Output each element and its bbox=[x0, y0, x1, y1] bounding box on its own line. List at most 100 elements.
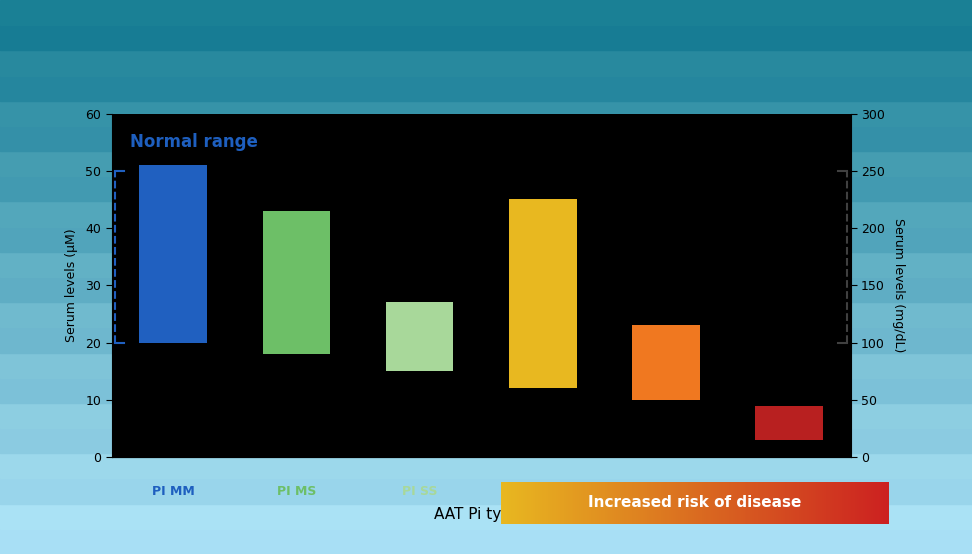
Bar bbox=[841, 482, 843, 524]
Bar bbox=[726, 482, 728, 524]
Text: Normal range: Normal range bbox=[130, 133, 259, 151]
Bar bbox=[637, 482, 639, 524]
Bar bbox=[872, 482, 874, 524]
Bar bbox=[819, 482, 821, 524]
Bar bbox=[569, 482, 571, 524]
Bar bbox=[625, 482, 627, 524]
Bar bbox=[615, 482, 617, 524]
Bar bbox=[611, 482, 613, 524]
Bar bbox=[0, 126, 972, 151]
Bar bbox=[0, 378, 972, 403]
Bar bbox=[806, 482, 808, 524]
Bar bbox=[777, 482, 779, 524]
Bar bbox=[712, 482, 714, 524]
Bar bbox=[697, 482, 699, 524]
Bar bbox=[646, 482, 648, 524]
Bar bbox=[539, 482, 541, 524]
Bar bbox=[0, 479, 972, 504]
Bar bbox=[691, 482, 693, 524]
Bar bbox=[761, 482, 763, 524]
Bar bbox=[773, 482, 775, 524]
Bar bbox=[829, 482, 831, 524]
Bar bbox=[747, 482, 749, 524]
Bar bbox=[827, 482, 829, 524]
Bar bbox=[796, 482, 798, 524]
Bar bbox=[627, 482, 629, 524]
Text: PI SS: PI SS bbox=[401, 485, 437, 497]
Bar bbox=[730, 482, 732, 524]
Bar bbox=[804, 482, 806, 524]
Bar bbox=[514, 482, 516, 524]
Bar bbox=[693, 482, 695, 524]
Bar bbox=[814, 482, 816, 524]
Bar bbox=[887, 482, 889, 524]
Bar bbox=[503, 482, 504, 524]
Bar bbox=[0, 403, 972, 428]
Bar bbox=[847, 482, 849, 524]
Bar bbox=[549, 482, 551, 524]
Bar bbox=[718, 482, 720, 524]
Bar bbox=[784, 482, 786, 524]
Bar bbox=[0, 428, 972, 453]
Bar bbox=[563, 482, 565, 524]
Bar bbox=[705, 482, 707, 524]
Y-axis label: Serum levels (mg/dL): Serum levels (mg/dL) bbox=[891, 218, 905, 352]
Bar bbox=[695, 482, 697, 524]
Bar bbox=[526, 482, 528, 524]
Bar bbox=[885, 482, 887, 524]
Bar bbox=[845, 482, 847, 524]
Bar bbox=[654, 482, 656, 524]
Bar bbox=[685, 482, 687, 524]
Bar bbox=[633, 482, 635, 524]
Bar bbox=[837, 482, 839, 524]
Bar bbox=[573, 482, 574, 524]
Bar bbox=[632, 325, 700, 400]
Bar bbox=[0, 327, 972, 352]
Bar bbox=[518, 482, 520, 524]
Bar bbox=[732, 482, 734, 524]
Bar bbox=[621, 482, 623, 524]
Bar bbox=[631, 482, 633, 524]
Bar bbox=[759, 482, 761, 524]
Bar bbox=[619, 482, 621, 524]
Bar bbox=[808, 482, 810, 524]
Bar bbox=[0, 352, 972, 378]
Bar bbox=[639, 482, 641, 524]
Bar bbox=[677, 482, 679, 524]
Bar bbox=[623, 482, 625, 524]
Bar bbox=[0, 277, 972, 302]
Bar bbox=[604, 482, 606, 524]
Bar bbox=[835, 482, 837, 524]
Bar bbox=[746, 482, 747, 524]
Bar bbox=[749, 482, 751, 524]
Bar bbox=[509, 199, 576, 388]
Bar bbox=[740, 482, 742, 524]
Bar bbox=[800, 482, 802, 524]
Bar bbox=[609, 482, 611, 524]
Bar bbox=[790, 482, 792, 524]
Bar bbox=[854, 482, 856, 524]
Bar bbox=[763, 482, 765, 524]
Bar bbox=[530, 482, 532, 524]
Bar bbox=[670, 482, 672, 524]
Bar bbox=[821, 482, 823, 524]
Bar bbox=[736, 482, 738, 524]
Bar bbox=[870, 482, 872, 524]
Bar bbox=[571, 482, 573, 524]
Bar bbox=[536, 482, 538, 524]
Bar bbox=[567, 482, 569, 524]
Bar bbox=[506, 482, 508, 524]
Bar bbox=[582, 482, 584, 524]
Text: PI MM: PI MM bbox=[152, 485, 194, 497]
Bar bbox=[528, 482, 530, 524]
Bar bbox=[557, 482, 559, 524]
Bar bbox=[576, 482, 578, 524]
Bar bbox=[856, 482, 858, 524]
Bar bbox=[850, 482, 852, 524]
Bar bbox=[584, 482, 586, 524]
Bar bbox=[882, 482, 884, 524]
Bar bbox=[0, 529, 972, 554]
Bar bbox=[672, 482, 674, 524]
Bar bbox=[0, 252, 972, 277]
Bar bbox=[794, 482, 796, 524]
